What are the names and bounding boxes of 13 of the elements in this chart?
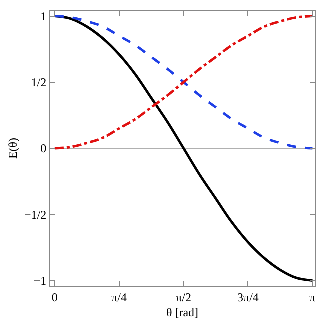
x-axis-title: θ [rad] [166, 305, 199, 320]
x-tick-label: π [310, 290, 316, 304]
y-tick-label: 1 [40, 9, 47, 24]
y-tick-label: −1 [34, 274, 47, 288]
x-tick-label: π/2 [176, 290, 192, 304]
x-tick-label: π/4 [112, 290, 128, 304]
x-tick-label: 3π/4 [238, 290, 259, 304]
y-axis-title: E(θ) [6, 138, 20, 160]
line-series [54, 15, 314, 150]
x-tick-label: 0 [52, 290, 58, 304]
y-tick-label: 1/2 [31, 76, 47, 90]
y-tick-label: 0 [40, 142, 47, 156]
y-tick-label: −1/2 [24, 208, 47, 222]
